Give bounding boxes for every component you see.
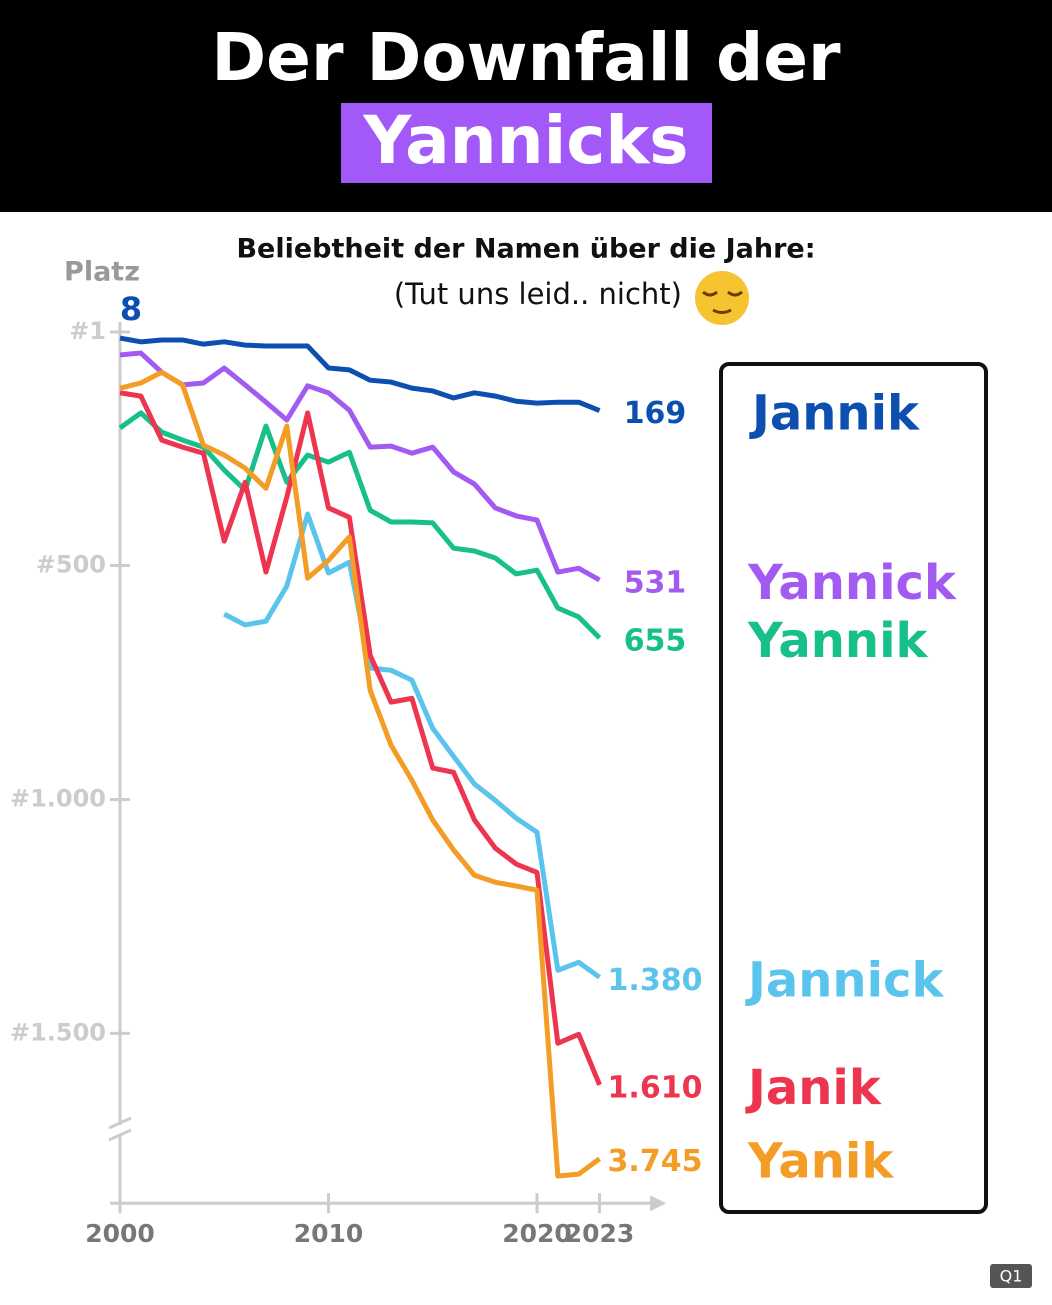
emoji [695,271,749,325]
x-tick-label: 2010 [294,1219,364,1248]
x-tick-label: 2020 [502,1219,572,1248]
y-tick-label: #500 [36,550,106,578]
legend-entry: Janik [745,1060,882,1116]
highlight: Yannicks [362,102,688,179]
y-tick-label: #1.500 [10,1018,106,1046]
badge-box [990,1264,1032,1288]
highlight-box [341,103,712,183]
value-label: 169 [624,396,687,431]
line [119,350,601,583]
legend-entry: Yannik [747,613,929,669]
axis-break [108,1128,132,1142]
x-axis-arrow [650,1195,667,1212]
value-label: 531 [624,565,687,600]
title: Der Downfall der [211,19,841,96]
y-tick-label: #1.000 [10,784,106,812]
value-label: 1.610 [608,1070,703,1105]
x-tick-label: 2000 [85,1219,155,1248]
legend-entry: Yannick [747,555,957,611]
legend-entry: Jannick [745,952,945,1008]
line [119,390,602,1086]
value-label: 1.380 [608,963,703,998]
chart-subtitle: (Tut uns leid.. nicht) [394,277,682,311]
value-label: 655 [624,624,687,659]
line [119,335,601,413]
x-tick-label: 2023 [565,1219,635,1248]
value-label: 3.745 [608,1144,703,1179]
y-axis-label: Platz [64,257,140,288]
axis-break [108,1116,132,1130]
y-tick-label: #1 [69,317,106,345]
line [118,410,602,640]
line [223,511,602,980]
legend-entry: Jannik [749,386,920,442]
badge: Q1 [1000,1267,1023,1286]
line [119,369,602,1179]
legend-entry: Yanik [747,1134,894,1190]
logo-mark: 8 [120,290,142,328]
legend-box [719,362,988,1214]
chart-title: Beliebtheit der Namen über die Jahre: [236,234,815,265]
axis-break-gap [112,1125,128,1135]
